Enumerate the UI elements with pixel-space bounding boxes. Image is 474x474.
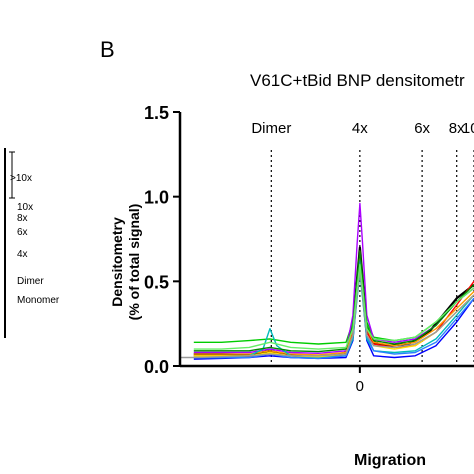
marker-label-6x: 6x — [414, 120, 430, 137]
series-line-3 — [193, 267, 474, 360]
y-tick-label-0: 0.0 — [144, 357, 169, 377]
y-tick-label-3: 1.5 — [144, 103, 169, 123]
series-line-10 — [193, 250, 474, 353]
bracket-label: >10x — [10, 173, 32, 184]
gel-label-4x: 4x — [17, 249, 28, 260]
left-gel-panel: >10x 10x 8x 6x 4x Dimer Monomer — [4, 148, 60, 338]
series-line-1 — [193, 246, 474, 358]
panel-label: B — [100, 37, 115, 62]
x-axis-label: Migration — [354, 452, 426, 469]
marker-label-8x: 8x — [449, 120, 465, 137]
series-line-5 — [193, 202, 474, 354]
y-tick-label-1: 0.5 — [144, 272, 169, 292]
marker-label-dimer: Dimer — [251, 120, 291, 137]
y-tick-label-2: 1.0 — [144, 188, 169, 208]
series-line-6 — [193, 253, 474, 356]
marker-label-4x: 4x — [352, 120, 368, 137]
y-axis-label-line1: Densitometry — [109, 217, 125, 307]
gel-label-10x: 10x — [17, 202, 33, 213]
gel-label-dimer: Dimer — [17, 276, 44, 287]
series-line-12 — [193, 263, 474, 350]
gel-label-monomer: Monomer — [17, 295, 60, 306]
marker-label-10x: 10x — [462, 120, 474, 137]
chart-title: V61C+tBid BNP densitometr — [250, 71, 465, 90]
y-axis-label-line2: (% of total signal) — [126, 204, 142, 321]
x-tick-label-0: 0 — [356, 378, 364, 395]
gel-label-6x: 6x — [17, 227, 28, 238]
gel-label-8x: 8x — [17, 213, 28, 224]
series-line-9 — [193, 260, 474, 360]
plot-area: Dimer 4x 6x 8x10x 0.0 0.5 1.0 1.5 0 — [144, 103, 474, 395]
